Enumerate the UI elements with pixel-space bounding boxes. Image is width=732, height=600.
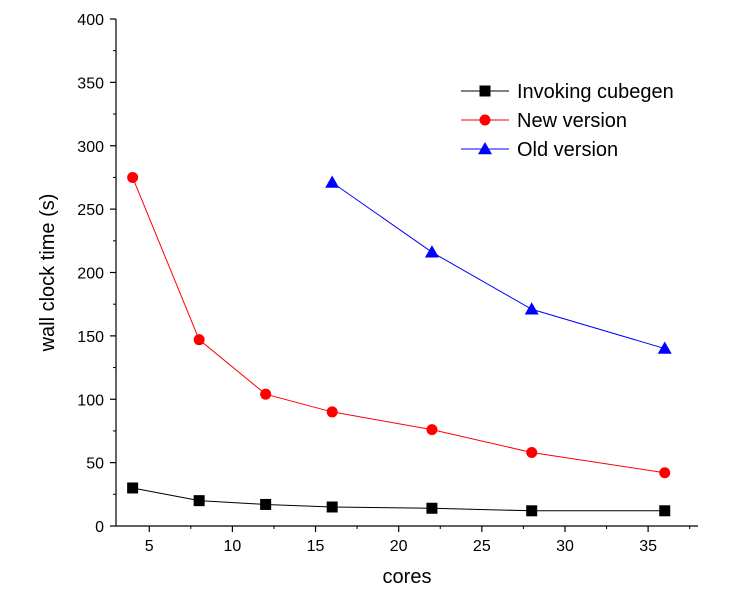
data-point <box>659 467 671 479</box>
legend: Invoking cubegen New version Old version <box>461 81 674 161</box>
data-point <box>127 482 139 494</box>
data-point <box>659 505 671 517</box>
x-axis-title: cores <box>383 566 432 588</box>
legend-item: New version <box>461 110 627 132</box>
data-point <box>326 406 338 418</box>
y-tick-label: 50 <box>86 456 104 473</box>
series-line <box>331 182 665 350</box>
y-tick-label: 150 <box>77 329 104 346</box>
data-point <box>426 502 438 514</box>
data-point <box>426 424 438 436</box>
x-tick-label: 20 <box>390 538 408 555</box>
legend-label: New version <box>517 110 627 132</box>
x-tick-label: 10 <box>224 538 242 555</box>
y-tick-label: 350 <box>77 75 104 92</box>
y-axis-title: wall clock time (s) <box>37 194 59 353</box>
data-point <box>657 341 672 354</box>
data-point <box>526 505 538 517</box>
series-triangle <box>325 175 672 354</box>
x-tick-label: 35 <box>639 538 657 555</box>
y-tick-label: 200 <box>77 266 104 283</box>
data-point <box>424 245 439 258</box>
x-tick-label: 25 <box>473 538 491 555</box>
legend-marker <box>478 142 492 155</box>
data-point <box>325 175 340 188</box>
data-point <box>260 498 272 510</box>
series-circle <box>127 171 671 479</box>
x-ticks: 5 10 15 20 25 30 35 <box>145 526 691 555</box>
series-line <box>132 487 665 512</box>
data-point <box>260 388 272 400</box>
x-tick-label: 15 <box>307 538 325 555</box>
y-tick-label: 300 <box>77 139 104 156</box>
series-square <box>127 482 671 517</box>
y-tick-label: 250 <box>77 202 104 219</box>
legend-item: Old version <box>461 139 618 161</box>
legend-label: Old version <box>517 139 618 161</box>
y-tick-label: 0 <box>95 519 104 536</box>
x-tick-label: 30 <box>556 538 574 555</box>
data-point <box>193 334 205 346</box>
x-tick-label: 5 <box>145 538 154 555</box>
legend-label: Invoking cubegen <box>517 81 674 103</box>
legend-marker <box>479 85 491 97</box>
legend-item: Invoking cubegen <box>461 81 674 103</box>
y-tick-label: 400 <box>77 12 104 29</box>
data-point <box>127 171 139 183</box>
plot-series <box>127 171 672 517</box>
data-point <box>524 302 539 315</box>
data-point <box>193 495 205 507</box>
y-ticks: 0 50 100 150 200 250 300 350 400 <box>77 12 116 536</box>
legend-marker <box>479 114 491 126</box>
data-point <box>526 446 538 458</box>
y-tick-label: 100 <box>77 392 104 409</box>
data-point <box>326 501 338 513</box>
